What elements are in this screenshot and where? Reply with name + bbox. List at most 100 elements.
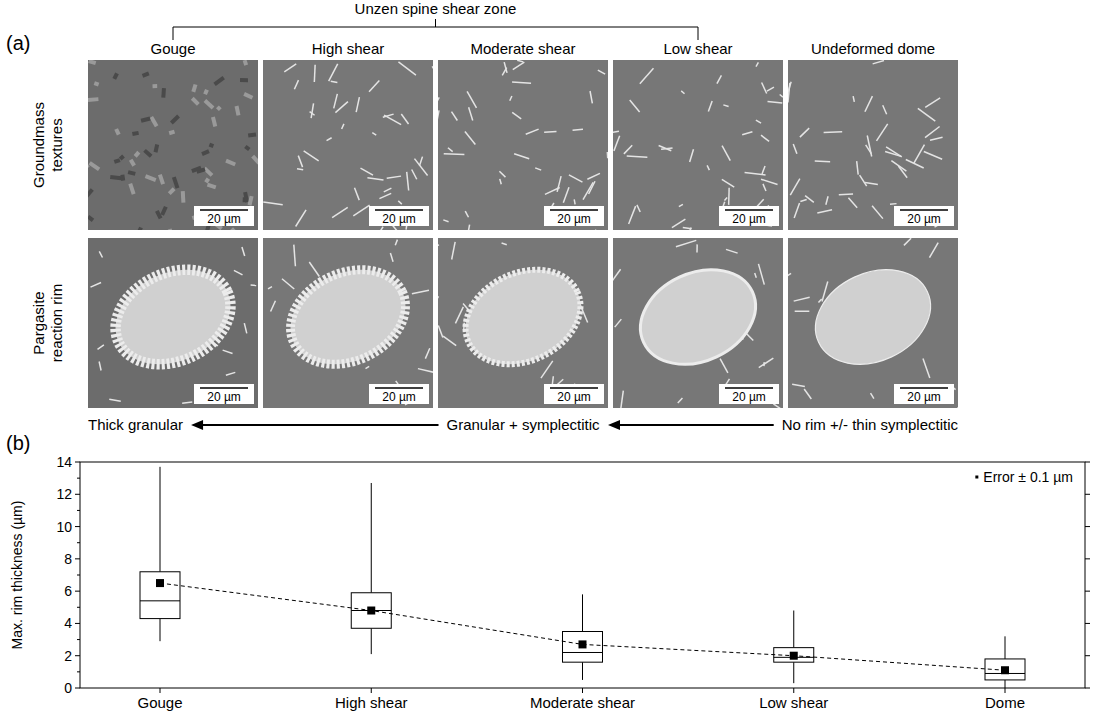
texture-lath bbox=[171, 116, 178, 123]
y-minor-tick bbox=[77, 542, 80, 543]
texture-lath bbox=[226, 229, 235, 230]
texture-lath bbox=[99, 362, 101, 371]
texture-lath bbox=[873, 61, 884, 64]
texture-lath bbox=[621, 391, 624, 408]
y-tick-label: 8 bbox=[64, 551, 72, 567]
scale-bar bbox=[200, 209, 248, 211]
texture-lath bbox=[438, 97, 439, 110]
texture-lath bbox=[607, 152, 608, 158]
texture-lath bbox=[398, 201, 402, 204]
texture-lath bbox=[209, 145, 213, 146]
texture-lath bbox=[335, 102, 348, 113]
texture-lath bbox=[161, 88, 166, 97]
texture-lath bbox=[629, 206, 636, 224]
texture-lath bbox=[590, 91, 592, 103]
texture-lath bbox=[788, 273, 791, 281]
texture-lath bbox=[815, 160, 830, 162]
texture-lath bbox=[722, 179, 734, 187]
x-tick-label: Low shear bbox=[759, 694, 828, 711]
texture-lath bbox=[327, 138, 332, 141]
arrow bbox=[616, 424, 774, 426]
scale-bar bbox=[550, 209, 598, 211]
whisker-high bbox=[160, 467, 161, 572]
column-head: Moderate shear bbox=[470, 40, 575, 57]
texture-lath bbox=[469, 107, 473, 120]
whisker-low bbox=[1005, 680, 1006, 688]
texture-lath bbox=[215, 78, 224, 85]
texture-lath bbox=[131, 160, 134, 166]
y-tick-label: 12 bbox=[56, 486, 72, 502]
texture-lath bbox=[513, 62, 525, 69]
x-tick-label: Moderate shear bbox=[530, 694, 635, 711]
texture-lath bbox=[722, 146, 730, 161]
texture-lath bbox=[762, 83, 767, 94]
scale-bar-label: 20 µm bbox=[907, 390, 941, 404]
texture-lath bbox=[354, 188, 359, 200]
texture-lath bbox=[544, 131, 556, 133]
texture-lath bbox=[756, 120, 761, 123]
texture-lath bbox=[723, 105, 728, 107]
mean-marker bbox=[367, 607, 375, 615]
texture-lath bbox=[153, 84, 158, 88]
texture-lath bbox=[773, 404, 783, 408]
sem-image: 20 µm bbox=[88, 238, 258, 408]
texture-lath bbox=[412, 169, 417, 179]
y-tick-label: 6 bbox=[64, 583, 72, 599]
whisker-low bbox=[160, 619, 161, 642]
x-tick bbox=[582, 688, 583, 693]
texture-lath bbox=[624, 145, 632, 154]
texture-lath bbox=[448, 148, 453, 152]
texture-lath bbox=[294, 245, 296, 267]
texture-lath bbox=[268, 287, 272, 289]
texture-lath bbox=[332, 207, 348, 217]
y-tick-right bbox=[1085, 494, 1090, 495]
scale-bar-box bbox=[894, 384, 954, 404]
texture-lath bbox=[452, 112, 458, 121]
scale-bar-box bbox=[894, 206, 954, 226]
texture-lath bbox=[120, 156, 123, 159]
texture-lath bbox=[244, 94, 252, 98]
texture-lath bbox=[780, 94, 783, 97]
texture-lath bbox=[143, 73, 149, 75]
texture-lath bbox=[672, 219, 685, 228]
texture-lath bbox=[510, 96, 512, 101]
column-head: High shear bbox=[312, 40, 385, 57]
texture-lath bbox=[204, 168, 212, 175]
texture-lath bbox=[251, 284, 257, 286]
scale-bar bbox=[900, 387, 948, 389]
texture-lath bbox=[627, 156, 648, 157]
texture-lath bbox=[398, 62, 415, 75]
image-content bbox=[438, 60, 608, 230]
image-ground bbox=[613, 60, 783, 230]
texture-lath bbox=[793, 144, 797, 154]
texture-lath bbox=[240, 78, 248, 82]
texture-lath bbox=[615, 319, 622, 327]
trend-label: No rim +/- thin symplectitic bbox=[782, 416, 959, 433]
texture-lath bbox=[145, 150, 152, 156]
texture-lath bbox=[906, 159, 924, 167]
texture-lath bbox=[88, 97, 98, 102]
y-tick-label: 0 bbox=[64, 680, 72, 696]
texture-lath bbox=[114, 160, 120, 162]
y-tick-label: 2 bbox=[64, 648, 72, 664]
marks bbox=[140, 467, 1025, 688]
texture-lath bbox=[207, 185, 215, 188]
crystal bbox=[800, 252, 946, 382]
texture-lath bbox=[367, 178, 383, 180]
scale-bar-box bbox=[194, 384, 254, 404]
image-ground bbox=[788, 60, 958, 230]
texture-lath bbox=[438, 296, 439, 314]
texture-lath bbox=[557, 176, 561, 192]
texture-lath bbox=[502, 68, 506, 76]
texture-lath bbox=[761, 179, 778, 184]
texture-lath bbox=[205, 100, 213, 107]
median bbox=[563, 652, 603, 653]
y-minor-tick bbox=[77, 575, 80, 576]
scale-bar-box bbox=[544, 384, 604, 404]
texture-lath bbox=[696, 244, 698, 252]
texture-lath bbox=[512, 112, 521, 118]
y-tick-right bbox=[1085, 688, 1090, 689]
texture-lath bbox=[930, 137, 943, 140]
texture-lath bbox=[401, 114, 408, 124]
texture-lath bbox=[116, 129, 119, 135]
